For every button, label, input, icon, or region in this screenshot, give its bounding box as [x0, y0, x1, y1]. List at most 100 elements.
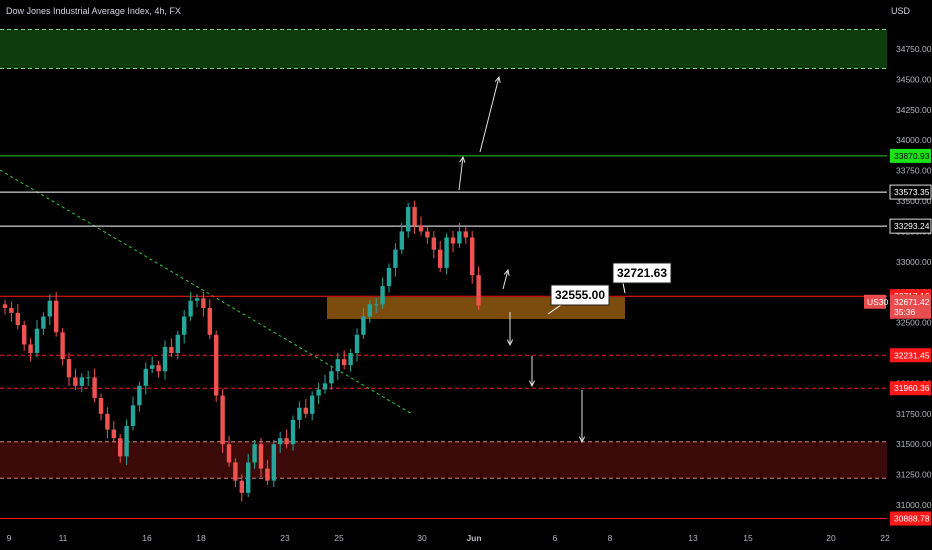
candle-body	[169, 346, 174, 353]
candle-body	[406, 207, 411, 232]
time-tick-label: 6	[553, 533, 558, 543]
price-tick-label: 34000.00	[896, 135, 932, 145]
candle-body	[105, 413, 110, 430]
candle-body	[310, 395, 315, 414]
levels-layer	[0, 155, 887, 520]
candle-body	[265, 468, 270, 481]
candle-body	[354, 334, 360, 353]
projection-arrow-line	[458, 156, 464, 191]
candle-body	[444, 237, 449, 268]
candle-body	[214, 334, 219, 396]
price-axis: 34750.00 34500.00 34250.00 34000.00 33750.00…	[864, 0, 932, 550]
price-tick-label: 31000.00	[896, 500, 932, 510]
level-price-tag-label: 33573.35	[894, 187, 930, 197]
candle-body	[194, 298, 200, 301]
level-price-tag-label: 31960.36	[894, 383, 930, 393]
level-price-tag	[890, 511, 931, 526]
candle-body	[290, 419, 296, 445]
candles-layer	[2, 200, 481, 502]
candle-body	[34, 328, 40, 353]
time-tick-label: 22	[880, 533, 890, 543]
zones-layer	[0, 29, 887, 479]
level-price-tag	[890, 348, 931, 363]
candle-body	[239, 480, 244, 493]
candle-body	[226, 444, 232, 463]
time-tick-label: 30	[417, 533, 427, 543]
projection-arrow-line	[502, 269, 509, 290]
level-price-tag-label: 32231.45	[894, 350, 930, 360]
candle-body	[342, 359, 347, 366]
trendline-layer	[0, 169, 413, 415]
time-tick-label: 16	[142, 533, 152, 543]
candle-body	[316, 389, 321, 396]
callout-pointer	[622, 282, 626, 294]
level-price-tag	[889, 184, 932, 200]
candle-body	[47, 300, 52, 317]
candle-body	[450, 237, 456, 244]
callout-box	[550, 284, 610, 306]
candle-body	[220, 395, 225, 445]
projection-arrow-head	[528, 380, 536, 388]
candle-body	[258, 444, 264, 469]
price-axis-bg	[887, 0, 932, 550]
candle-body	[66, 359, 72, 378]
candle-body	[182, 316, 187, 335]
price-tick-label: 33000.00	[896, 257, 932, 267]
candle-body	[54, 300, 59, 333]
candle-body	[418, 225, 424, 232]
candle-body	[348, 353, 353, 366]
price-tick-label: 34250.00	[896, 105, 932, 115]
candle-body	[246, 462, 251, 493]
candle-body	[278, 438, 283, 445]
projection-arrow-head	[503, 268, 510, 276]
candle-body	[207, 308, 212, 335]
candle-body	[60, 332, 65, 360]
callout-label: 32721.63	[617, 266, 667, 280]
price-tick-label: 33500.00	[896, 196, 932, 206]
projection-arrow-head	[578, 436, 586, 444]
candle-body	[463, 231, 468, 238]
projection-arrow-head	[459, 155, 466, 163]
candle-body	[15, 312, 20, 326]
time-tick-label: 20	[826, 533, 836, 543]
upper-green-zone	[0, 29, 887, 69]
candle-body	[335, 359, 340, 372]
price-tick-label: 31250.00	[896, 470, 932, 480]
candle-body	[41, 316, 46, 329]
time-tick-label: 11	[59, 533, 68, 543]
candle-body	[188, 300, 193, 317]
callout-box	[612, 262, 672, 284]
level-price-tag-label: 30888.78	[894, 514, 930, 524]
candle-body	[380, 286, 385, 305]
candle-body	[303, 407, 308, 414]
candle-body	[156, 365, 161, 372]
candle-body	[470, 237, 475, 276]
candle-body	[162, 346, 168, 372]
chart-title: Dow Jones Industrial Average Index, 4h, …	[6, 6, 181, 16]
projection-arrow-line	[479, 76, 500, 153]
candle-body	[233, 462, 238, 481]
candle-body	[412, 207, 417, 226]
level-price-tag-label: 33870.93	[894, 151, 930, 161]
annotation-layer: 32721.63 32555.00	[547, 262, 672, 315]
candle-body	[150, 365, 155, 369]
candle-body	[374, 304, 379, 306]
level-price-tag	[889, 218, 932, 234]
candle-body	[73, 377, 78, 386]
candle-body	[399, 231, 404, 250]
time-tick-label: 13	[688, 533, 698, 543]
candle-body	[297, 407, 302, 420]
candle-body	[86, 377, 91, 379]
candle-body	[329, 371, 334, 384]
candle-body	[175, 334, 180, 353]
callout-pointer	[547, 304, 562, 315]
candle-body	[111, 429, 116, 439]
time-axis: 9 11 16 18 23 25 30 Jun 6 8 13 15 20 22	[7, 533, 890, 543]
candle-body	[431, 237, 436, 250]
candle-body	[130, 405, 136, 426]
price-tick-label: 33750.00	[896, 166, 932, 176]
candle-body	[322, 383, 328, 390]
candle-body	[9, 308, 14, 313]
symbol-tag-label: US30	[867, 297, 889, 307]
